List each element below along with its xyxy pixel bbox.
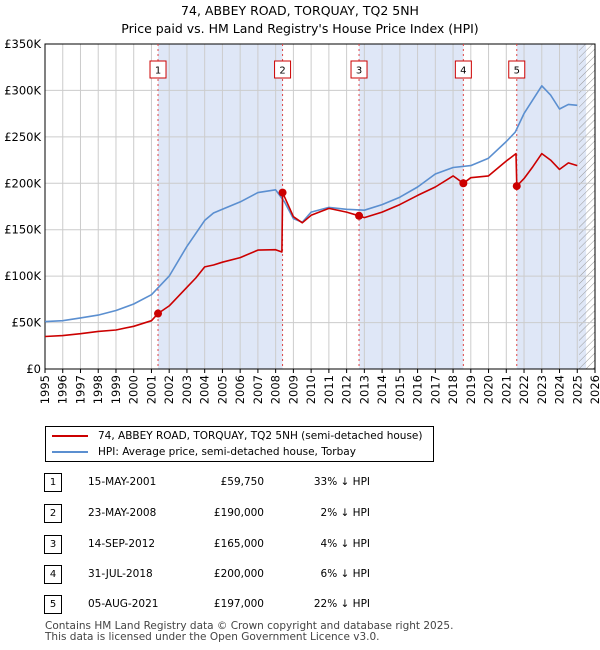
transaction-number-badge: 4 [44, 565, 62, 584]
sale-number-badge [350, 60, 368, 79]
x-tick-label: 2006 [233, 375, 247, 404]
sale-number-badge [149, 60, 167, 79]
x-tick-label: 2013 [357, 375, 371, 404]
y-tick-label: £300K [4, 83, 41, 97]
y-tick-label: £50K [12, 316, 42, 330]
x-tick-label: 2022 [517, 375, 531, 404]
table-row: 4 31-JUL-2018 £200,000 6% ↓ HPI [44, 564, 404, 584]
x-tick-label: 2021 [499, 375, 513, 404]
x-tick-label: 2024 [553, 375, 567, 404]
sale-number-label: 5 [514, 66, 520, 77]
x-tick-label: 2017 [428, 375, 442, 404]
y-tick-label: £200K [4, 176, 41, 190]
footer-copyright: Contains HM Land Registry data © Crown c… [45, 620, 454, 632]
x-tick-label: 2009 [286, 375, 300, 404]
sale-number-label: 2 [279, 66, 285, 77]
transaction-number-badge: 5 [44, 595, 62, 614]
transaction-hpi-diff: 22% ↓ HPI [313, 598, 370, 610]
transaction-hpi-diff: 6% ↓ HPI [320, 568, 370, 580]
x-tick-label: 2000 [127, 375, 141, 404]
y-tick-label: £250K [4, 130, 41, 144]
footer-attribution: Contains HM Land Registry data © Crown c… [45, 621, 453, 643]
x-tick-label: 1998 [91, 375, 105, 404]
transaction-date: 14-SEP-2012 [88, 538, 156, 550]
x-tick-label: 2016 [411, 375, 425, 404]
x-tick-label: 2020 [482, 375, 496, 404]
transaction-hpi-diff: 4% ↓ HPI [320, 538, 370, 550]
y-tick-label: £0 [26, 362, 41, 376]
transaction-number-badge: 2 [44, 504, 62, 523]
chart-title: 74, ABBEY ROAD, TORQUAY, TQ2 5NH Price p… [0, 2, 600, 38]
x-tick-label: 2023 [535, 375, 549, 404]
y-tick-label: £350K [4, 37, 41, 51]
price-chart: £0 £50K £100K £150K £200K £250K £300K £350K 1995… [4, 37, 600, 404]
chart-title-line1: 74, ABBEY ROAD, TORQUAY, TQ2 5NH [181, 3, 419, 18]
legend: 74, ABBEY ROAD, TORQUAY, TQ2 5NH (semi-d… [45, 426, 434, 462]
sale-point [154, 309, 163, 318]
sale-point [459, 179, 468, 188]
table-row: 1 15-MAY-2001 £59,750 33% ↓ HPI [44, 472, 404, 492]
legend-item-hpi: HPI: Average price, semi-detached house,… [52, 444, 356, 460]
transaction-date: 05-AUG-2021 [88, 598, 159, 610]
x-tick-label: 2014 [375, 375, 389, 404]
sale-point [355, 211, 364, 220]
transaction-hpi-diff: 33% ↓ HPI [313, 476, 370, 488]
x-tick-label: 2005 [215, 375, 229, 404]
legend-label-property: 74, ABBEY ROAD, TORQUAY, TQ2 5NH (semi-d… [98, 430, 423, 442]
transaction-price: £200,000 [213, 568, 264, 580]
transaction-number-badge: 3 [44, 535, 62, 554]
legend-swatch-property [52, 435, 88, 437]
sale-number-badge [274, 60, 292, 79]
sale-number-label: 3 [356, 66, 362, 77]
x-tick-label: 2012 [340, 375, 354, 404]
transaction-date: 23-MAY-2008 [88, 507, 157, 519]
forecast-hatch [579, 44, 595, 369]
transaction-date: 31-JUL-2018 [88, 568, 153, 580]
transaction-price: £190,000 [213, 507, 264, 519]
transaction-number-badge: 1 [44, 473, 62, 492]
x-tick-label: 2026 [588, 375, 600, 404]
chart-title-line2: Price paid vs. HM Land Registry's House … [121, 21, 479, 36]
x-tick-label: 2002 [162, 375, 176, 404]
x-tick-label: 2019 [464, 375, 478, 404]
sale-number-badge [508, 60, 526, 79]
y-tick-label: £100K [4, 269, 41, 283]
legend-swatch-hpi [52, 451, 88, 453]
footer-licence: This data is licensed under the Open Gov… [45, 631, 380, 643]
x-tick-label: 1995 [38, 375, 52, 404]
legend-label-hpi: HPI: Average price, semi-detached house,… [98, 446, 356, 458]
x-tick-label: 2010 [304, 375, 318, 404]
table-row: 3 14-SEP-2012 £165,000 4% ↓ HPI [44, 534, 404, 554]
sale-point [278, 188, 287, 197]
transaction-price: £197,000 [213, 598, 264, 610]
plot-frame [44, 43, 596, 370]
x-tick-label: 2011 [322, 375, 336, 404]
x-tick-label: 2001 [144, 375, 158, 404]
legend-item-property: 74, ABBEY ROAD, TORQUAY, TQ2 5NH (semi-d… [52, 428, 422, 444]
table-row: 5 05-AUG-2021 £197,000 22% ↓ HPI [44, 594, 404, 614]
table-row: 2 23-MAY-2008 £190,000 2% ↓ HPI [44, 503, 404, 523]
transaction-date: 15-MAY-2001 [88, 476, 157, 488]
ownership-period-shade [516, 44, 587, 369]
y-tick-label: £150K [4, 223, 41, 237]
x-tick-label: 2007 [251, 375, 265, 404]
sale-number-badge [454, 60, 472, 79]
hpi-series-line [44, 85, 578, 323]
x-tick-label: 1996 [56, 375, 70, 404]
sale-point [512, 182, 521, 191]
sale-number-label: 4 [460, 66, 466, 77]
x-tick-label: 2008 [269, 375, 283, 404]
x-tick-label: 2003 [180, 375, 194, 404]
x-tick-label: 2004 [198, 375, 212, 404]
x-tick-label: 1997 [73, 375, 87, 404]
x-tick-label: 2015 [393, 375, 407, 404]
transaction-price: £165,000 [213, 538, 264, 550]
ownership-period-shade [158, 44, 283, 369]
x-tick-label: 2018 [446, 375, 460, 404]
transaction-price: £59,750 [220, 476, 264, 488]
transaction-hpi-diff: 2% ↓ HPI [320, 507, 370, 519]
x-tick-label: 2025 [570, 375, 584, 404]
sale-number-label: 1 [155, 66, 161, 77]
x-tick-label: 1999 [109, 375, 123, 404]
